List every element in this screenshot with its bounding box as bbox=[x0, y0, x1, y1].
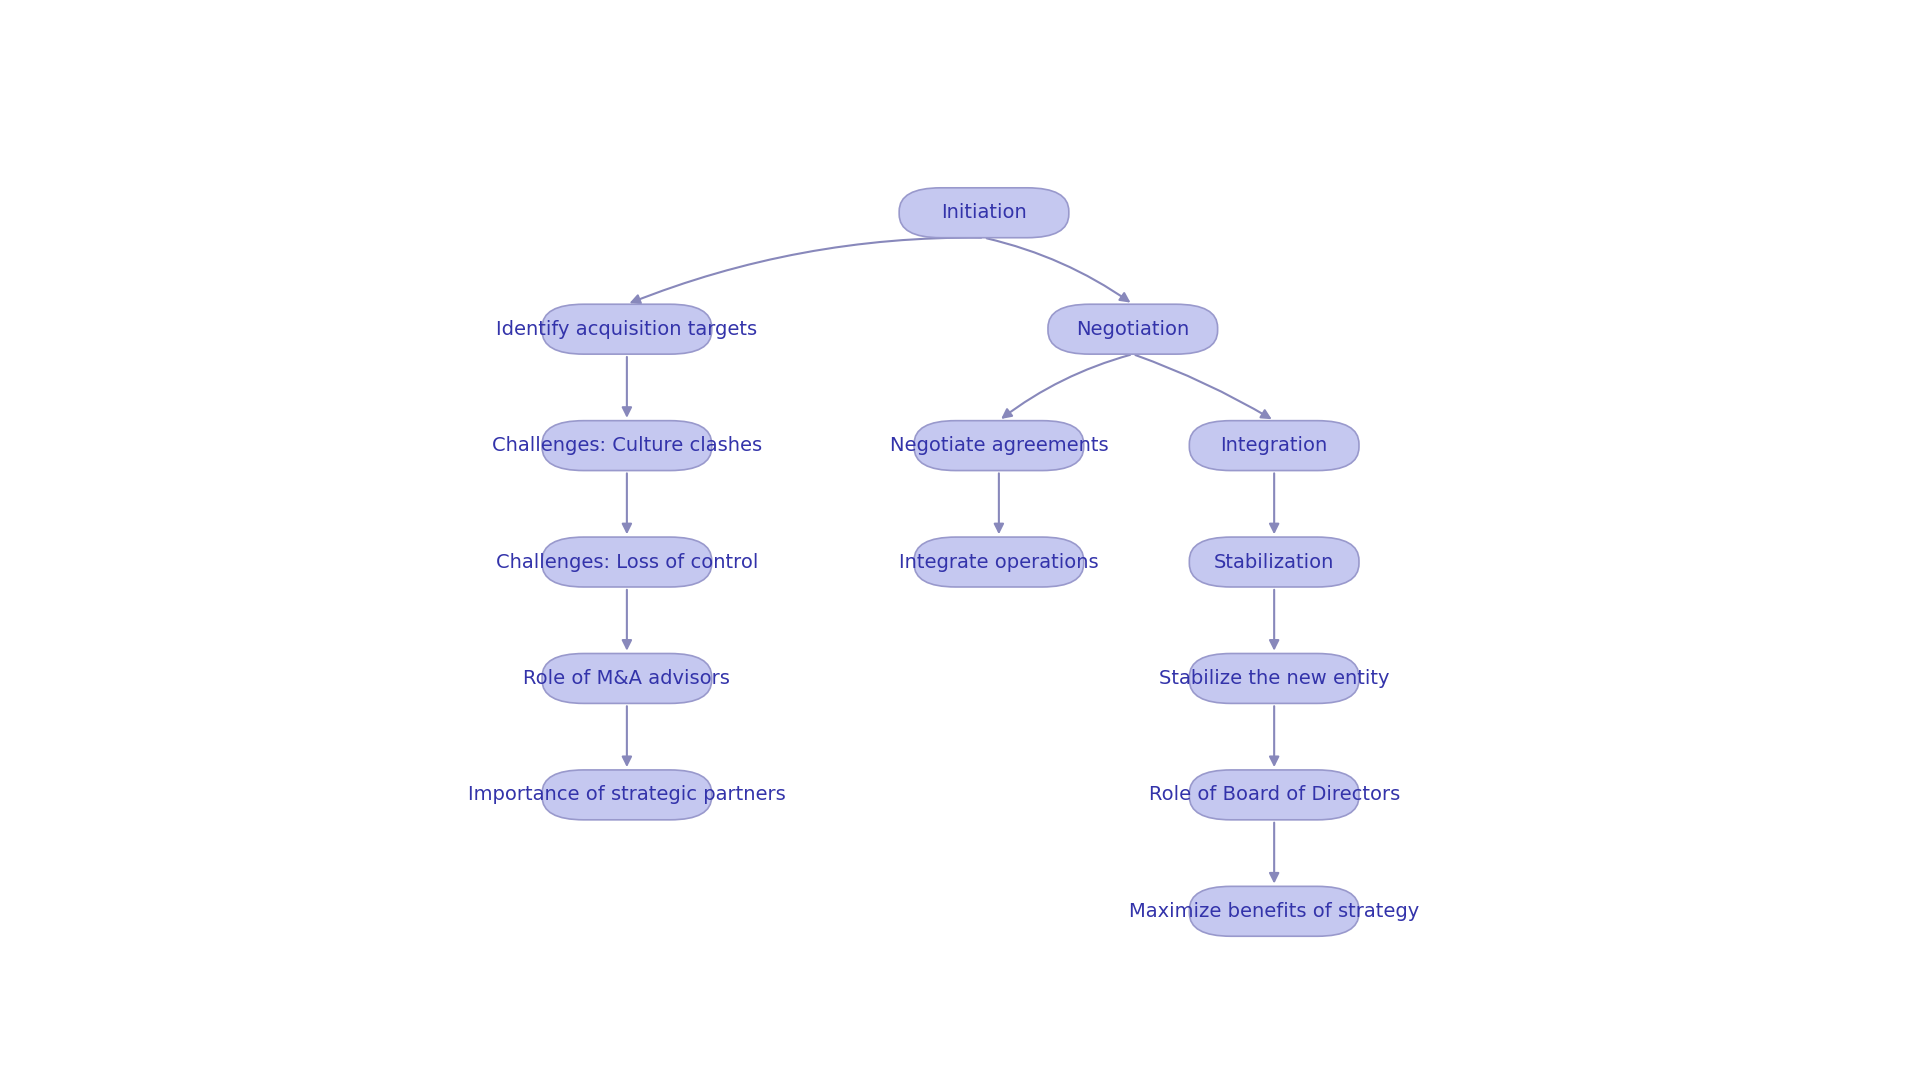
Text: Integration: Integration bbox=[1221, 436, 1329, 455]
FancyBboxPatch shape bbox=[1188, 421, 1359, 471]
Text: Stabilization: Stabilization bbox=[1213, 553, 1334, 571]
Text: Role of Board of Directors: Role of Board of Directors bbox=[1148, 785, 1400, 805]
FancyBboxPatch shape bbox=[914, 537, 1083, 588]
Text: Importance of strategic partners: Importance of strategic partners bbox=[468, 785, 785, 805]
Text: Identify acquisition targets: Identify acquisition targets bbox=[495, 320, 758, 339]
Text: Challenges: Culture clashes: Challenges: Culture clashes bbox=[492, 436, 762, 455]
FancyBboxPatch shape bbox=[541, 537, 712, 588]
FancyBboxPatch shape bbox=[1188, 887, 1359, 936]
FancyBboxPatch shape bbox=[1188, 770, 1359, 820]
FancyBboxPatch shape bbox=[541, 421, 712, 471]
FancyBboxPatch shape bbox=[541, 770, 712, 820]
Text: Integrate operations: Integrate operations bbox=[899, 553, 1098, 571]
FancyBboxPatch shape bbox=[1048, 305, 1217, 354]
FancyBboxPatch shape bbox=[899, 188, 1069, 238]
FancyBboxPatch shape bbox=[914, 421, 1083, 471]
Text: Role of M&A advisors: Role of M&A advisors bbox=[524, 669, 730, 688]
Text: Maximize benefits of strategy: Maximize benefits of strategy bbox=[1129, 902, 1419, 921]
Text: Stabilize the new entity: Stabilize the new entity bbox=[1160, 669, 1390, 688]
FancyBboxPatch shape bbox=[541, 305, 712, 354]
FancyBboxPatch shape bbox=[541, 653, 712, 703]
Text: Initiation: Initiation bbox=[941, 203, 1027, 222]
Text: Negotiation: Negotiation bbox=[1077, 320, 1188, 339]
Text: Challenges: Loss of control: Challenges: Loss of control bbox=[495, 553, 758, 571]
FancyBboxPatch shape bbox=[1188, 653, 1359, 703]
Text: Negotiate agreements: Negotiate agreements bbox=[889, 436, 1108, 455]
FancyBboxPatch shape bbox=[1188, 537, 1359, 588]
